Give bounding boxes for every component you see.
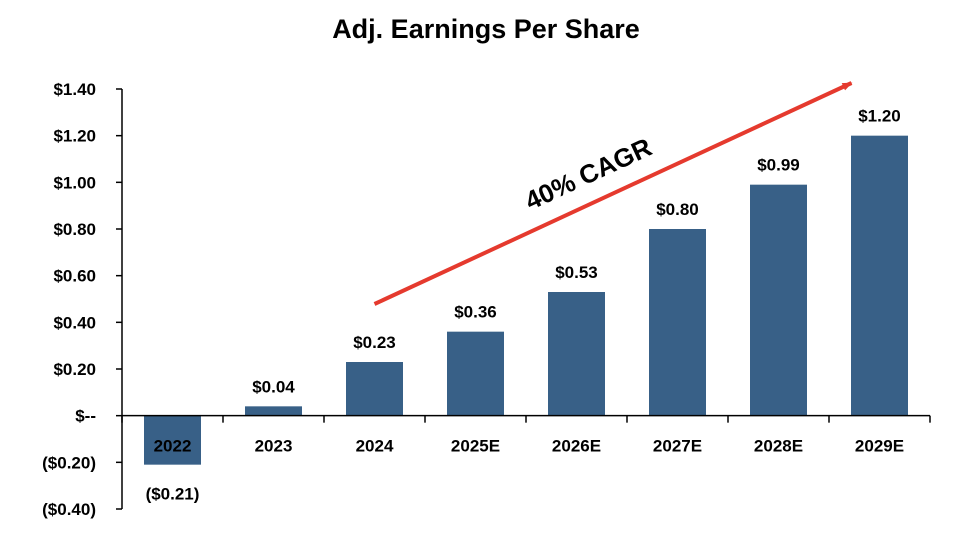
y-tick-label: $1.00 [53,173,96,192]
x-tick-label: 2024 [356,437,394,456]
bar-2022 [144,415,201,465]
y-tick-label: $1.20 [53,127,96,146]
bar-2026E [548,292,605,416]
data-label: ($0.21) [146,485,200,504]
bar-2028E [750,184,807,416]
y-tick-label: $0.40 [53,313,96,332]
data-label: $0.23 [353,333,396,352]
x-tick-label: 2028E [754,437,803,456]
y-tick-label: $0.60 [53,267,96,286]
y-tick-label: $0.80 [53,220,96,239]
bar-2023 [245,406,302,416]
bar-2027E [649,229,706,416]
data-label: $0.36 [454,303,497,322]
y-tick-label: $-- [75,407,96,426]
data-label: $0.80 [656,200,699,219]
y-axis: $1.40 $1.20 $1.00 $0.80 $0.60 $0.40 $0.20 $-- ($… [42,80,123,519]
bar-2029E [851,135,908,416]
bar-2024 [346,362,403,416]
x-axis: 2022 2023 2024 2025E 2026E 2027E 2028E 2029E [121,414,931,456]
bars [144,135,908,465]
y-tick-label: ($0.40) [42,500,96,519]
data-label: $0.04 [252,377,295,396]
y-tick-label: $0.20 [53,360,96,379]
data-label: $0.99 [757,156,800,175]
chart-title: Adj. Earnings Per Share [332,14,640,44]
x-tick-label: 2023 [255,437,293,456]
data-labels: ($0.21) $0.04 $0.23 $0.36 $0.53 $0.80 $0.99 $1.… [146,107,901,504]
cagr-arrow [373,81,853,306]
y-tick-label: $1.40 [53,80,96,99]
x-tick-label: 2025E [451,437,500,456]
x-tick-label: 2027E [653,437,702,456]
data-label: $1.20 [858,107,901,126]
data-label: $0.53 [555,263,598,282]
x-tick-label: 2022 [154,437,192,456]
y-tick-label: ($0.20) [42,453,96,472]
x-tick-label: 2029E [855,437,904,456]
bar-2025E [447,331,504,416]
x-tick-label: 2026E [552,437,601,456]
